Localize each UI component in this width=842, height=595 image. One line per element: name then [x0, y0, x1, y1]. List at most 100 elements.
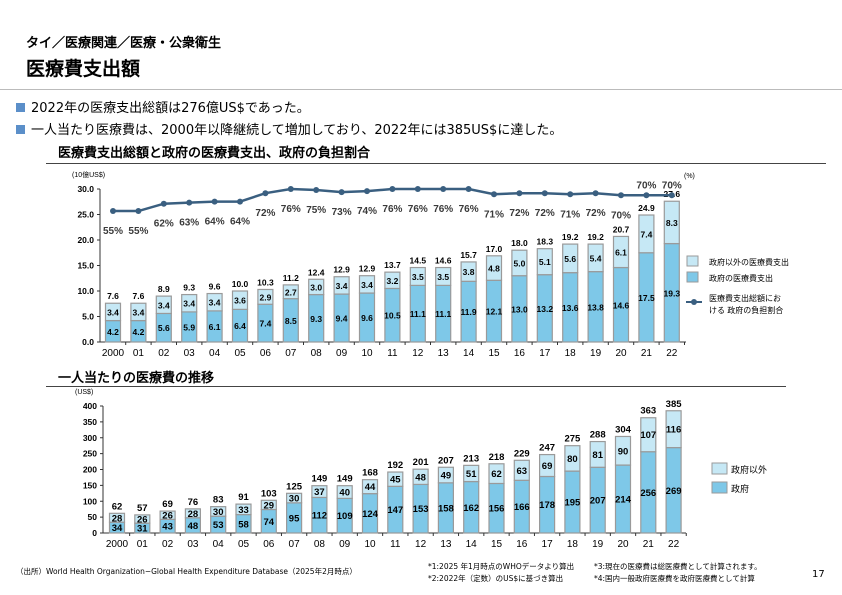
- bar-nongov-label: 33: [238, 505, 249, 516]
- bar-gov-label: 43: [162, 522, 173, 533]
- bar-nongov: [614, 435, 632, 466]
- bar-total-label: 62: [112, 501, 123, 512]
- bar-total-label: 10.3: [257, 277, 274, 287]
- bar-total-label: 76: [188, 497, 199, 508]
- bar-nongov-label: 5.4: [590, 253, 602, 263]
- x-tick-label: 17: [539, 348, 551, 359]
- bar-nongov: [134, 514, 151, 524]
- bar-gov-label: 13.0: [511, 304, 528, 314]
- ratio-label: 76%: [459, 204, 479, 215]
- x-tick-label: 2000: [102, 348, 125, 359]
- x-tick-label: 02: [158, 348, 170, 359]
- x-tick-label: 08: [311, 348, 323, 359]
- ratio-point: [110, 208, 116, 215]
- y-tick-label: 400: [83, 401, 97, 411]
- bullet-item: 一人当たり医療費は、2000年以降継続して増加しており、2022年には385US…: [16, 119, 562, 138]
- y-tick-label: 250: [83, 449, 97, 459]
- ratio-label: 72%: [535, 208, 555, 219]
- bar-total-label: 125: [286, 481, 303, 492]
- bar-nongov: [511, 249, 528, 277]
- bar-gov-label: 207: [590, 496, 606, 507]
- bar-nongov-label: 3.4: [158, 300, 170, 310]
- bar-total-label: 14.6: [435, 256, 452, 266]
- legend-label: ける 政府の負担割合: [709, 305, 783, 315]
- bar-nongov-label: 3.4: [183, 299, 195, 309]
- ratio-point: [186, 199, 193, 206]
- bar-nongov-label: 5.1: [539, 257, 551, 267]
- bar-total-label: 247: [539, 443, 555, 454]
- bar-nongov: [663, 200, 680, 245]
- bar-total-label: 207: [438, 455, 454, 466]
- bar-nongov: [587, 243, 604, 273]
- footnote: *3:現在の医療費は総医療費として計算されます。: [594, 562, 762, 571]
- x-tick-label: 01: [133, 348, 145, 359]
- bar-nongov: [130, 302, 147, 322]
- bar-nongov: [159, 510, 176, 520]
- bar-gov-label: 269: [666, 486, 682, 497]
- x-tick-label: 06: [260, 348, 272, 359]
- bar-gov-label: 153: [413, 504, 429, 515]
- ratio-point: [465, 186, 472, 192]
- bar-nongov: [108, 512, 126, 523]
- x-tick-label: 11: [387, 348, 398, 359]
- bar-total-label: 12.9: [333, 265, 350, 275]
- divider: [0, 89, 842, 90]
- bar-nongov: [412, 468, 429, 486]
- ratio-point: [567, 191, 574, 198]
- bar-total-label: 168: [362, 468, 378, 479]
- bar-nongov: [387, 471, 404, 487]
- x-tick-label: 15: [488, 348, 500, 359]
- bar-nongov-label: 81: [592, 450, 603, 461]
- ratio-point: [668, 192, 675, 199]
- legend-swatch-gov: [686, 271, 699, 283]
- y-tick-label: 100: [83, 496, 97, 506]
- x-tick-label: 18: [565, 348, 577, 359]
- ratio-label: 76%: [408, 204, 428, 215]
- y-tick-label: 20.0: [77, 235, 94, 245]
- bar-nongov-label: 8.3: [666, 218, 678, 228]
- legend-swatch-gov: [711, 481, 728, 494]
- y-tick-label: 0: [92, 528, 97, 538]
- x-tick-label: 20: [615, 348, 627, 359]
- bar-nongov: [612, 235, 630, 269]
- bar-total-label: 24.9: [638, 203, 655, 213]
- ratio-point: [135, 208, 142, 215]
- bar-gov-label: 166: [514, 502, 530, 513]
- bar-gov-label: 19.3: [664, 288, 681, 298]
- bar-nongov: [463, 464, 480, 483]
- ratio-label: 72%: [509, 208, 529, 219]
- bar-gov-label: 95: [289, 513, 300, 524]
- legend-swatch-nongov: [711, 462, 728, 475]
- bar-gov-label: 147: [387, 505, 403, 516]
- bar-total-label: 20.7: [613, 224, 630, 234]
- bar-total-label: 19.2: [587, 232, 604, 242]
- bar-nongov-label: 3.4: [107, 307, 119, 317]
- ratio-label: 63%: [179, 218, 199, 229]
- page-number: 17: [812, 569, 825, 580]
- bar-nongov-label: 26: [137, 515, 148, 526]
- bar-gov-label: 13.2: [537, 304, 554, 314]
- bar-total-label: 363: [640, 406, 656, 417]
- bar-nongov: [333, 276, 350, 295]
- bar-nongov: [206, 292, 223, 312]
- bar-nongov-label: 3.6: [234, 296, 246, 306]
- bar-nongov: [513, 459, 530, 481]
- x-tick-label: 07: [285, 348, 297, 359]
- bar-total-label: 18.0: [511, 238, 528, 248]
- bar-nongov-label: 51: [466, 469, 477, 480]
- bar-total-label: 218: [489, 452, 505, 463]
- bar-gov-label: 13.6: [562, 303, 579, 313]
- x-tick-label: 15: [491, 539, 503, 550]
- bar-nongov-label: 7.4: [640, 229, 652, 239]
- x-tick-label: 09: [336, 348, 348, 359]
- bar-total-label: 19.2: [562, 232, 579, 242]
- bar-nongov: [384, 271, 401, 290]
- bar-total-label: 91: [238, 492, 249, 503]
- bar-nongov: [358, 275, 376, 294]
- bar-gov-label: 12.1: [486, 307, 503, 317]
- x-tick-label: 10: [364, 539, 376, 550]
- bar-gov-label: 6.1: [209, 322, 221, 332]
- ratio-point: [364, 188, 370, 195]
- bar-nongov: [564, 445, 581, 472]
